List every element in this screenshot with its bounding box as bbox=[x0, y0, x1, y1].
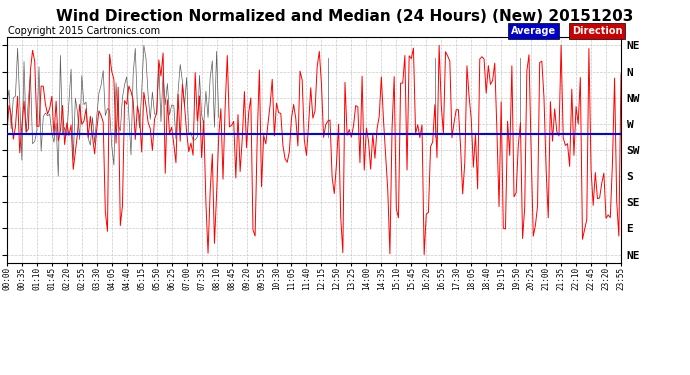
Text: Wind Direction Normalized and Median (24 Hours) (New) 20151203: Wind Direction Normalized and Median (24… bbox=[57, 9, 633, 24]
Text: Direction: Direction bbox=[572, 26, 622, 36]
Text: Copyright 2015 Cartronics.com: Copyright 2015 Cartronics.com bbox=[8, 26, 160, 36]
Text: Average: Average bbox=[511, 26, 555, 36]
